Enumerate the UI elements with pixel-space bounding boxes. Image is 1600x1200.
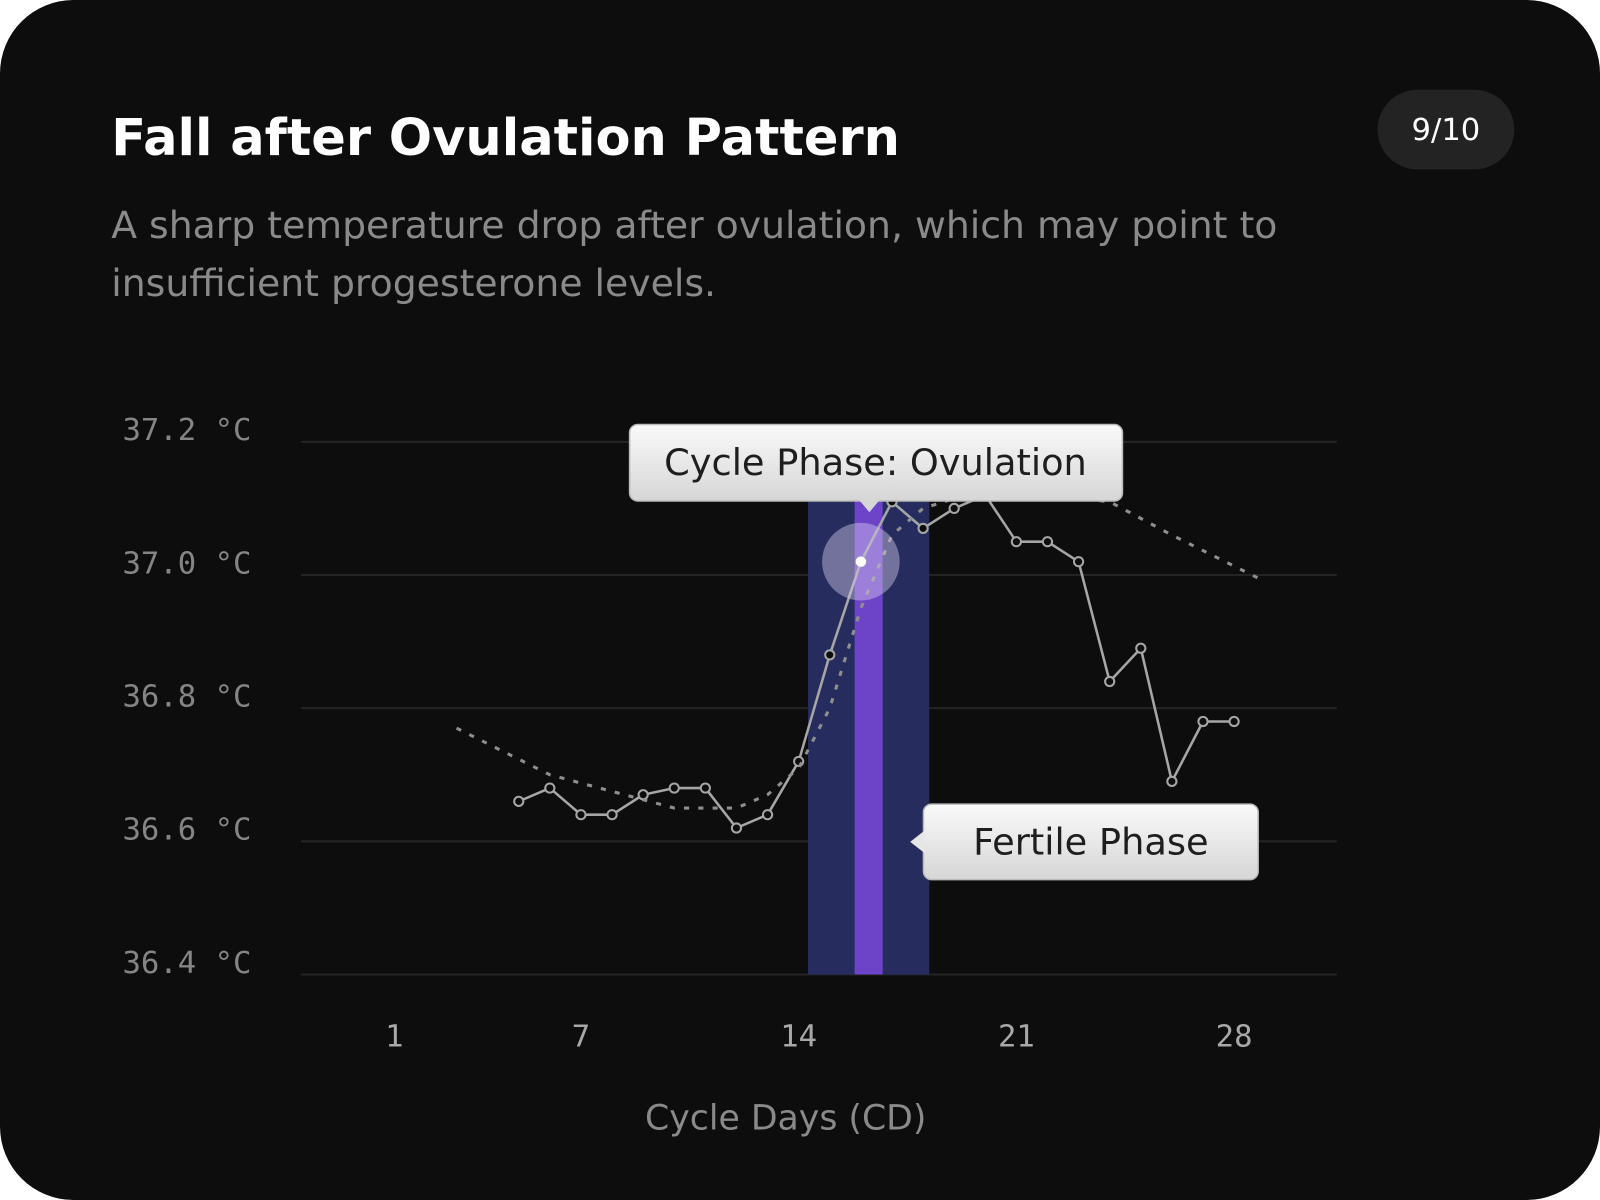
data-point: [668, 782, 680, 794]
data-point: [917, 522, 929, 535]
callout-text: Fertile Phase: [973, 820, 1209, 863]
badge: [1377, 89, 1515, 170]
data-point: [1041, 536, 1054, 548]
data-point: [544, 782, 556, 794]
data-point: [1228, 715, 1240, 728]
y-tick-label: 37.0 °C: [122, 546, 251, 581]
y-tick-label: 36.8 °C: [122, 679, 251, 714]
temperature-line: [518, 493, 1235, 830]
data-point: [1104, 675, 1116, 688]
data-point: [948, 502, 960, 515]
y-tick-label: 37.2 °C: [122, 413, 251, 448]
data-point: [1166, 775, 1178, 788]
badge-text: 9/10: [1412, 113, 1481, 148]
x-tick-label: 28: [1216, 1019, 1253, 1054]
data-point: [1197, 715, 1209, 728]
data-point: [1010, 536, 1022, 548]
highlight-point: [855, 556, 866, 567]
phase-band: [854, 497, 883, 975]
y-tick-label: 36.4 °C: [122, 946, 251, 981]
data-point: [575, 809, 587, 821]
plot: 36.4 °C 36.6 °C 36.8 °C 37.0 °C 37.2 °C 1 7 14 2…: [122, 413, 1337, 1054]
data-point: [1072, 556, 1085, 568]
x-tick-label: 1: [385, 1019, 403, 1054]
y-tick-label: 36.6 °C: [122, 813, 251, 848]
data-point: [761, 809, 774, 821]
data-point: [1135, 642, 1147, 654]
tooltip-pointer: [859, 500, 880, 513]
x-tick-label: 14: [780, 1019, 817, 1054]
data-point: [513, 795, 525, 807]
data-point: [699, 782, 711, 794]
data-point: [824, 649, 836, 661]
tooltip-text: Cycle Phase: Ovulation: [664, 441, 1087, 484]
callout-pointer: [910, 830, 925, 854]
x-tick-label: 7: [572, 1019, 590, 1054]
x-axis-label: Cycle Days (CD): [645, 1098, 926, 1138]
data-point: [637, 789, 649, 801]
x-tick-label: 21: [998, 1019, 1035, 1054]
subtitle: A sharp temperature drop after ovulation…: [111, 203, 1278, 306]
subtitle-box: A sharp temperature drop after ovulation…: [111, 203, 1278, 306]
title: Fall after Ovulation Pattern: [111, 109, 900, 168]
data-point: [606, 809, 618, 821]
data-point: [730, 822, 743, 834]
